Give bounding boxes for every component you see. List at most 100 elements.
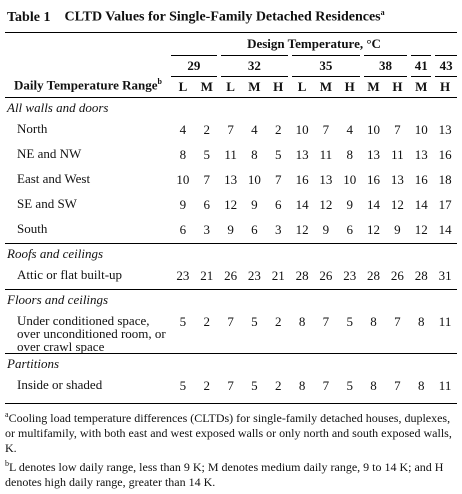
cell-value: 21 bbox=[200, 267, 214, 283]
cell-value: 10 bbox=[176, 171, 190, 187]
cell-value: 6 bbox=[179, 221, 187, 237]
cell-value: 16 bbox=[367, 171, 381, 187]
temp-header: 35 bbox=[288, 55, 362, 77]
section-name: Floors and ceilings bbox=[5, 288, 457, 310]
row-label-note: b bbox=[157, 77, 162, 87]
cell-value: 9 bbox=[322, 221, 330, 237]
cell-value: 11 bbox=[391, 146, 404, 162]
cell-value: 12 bbox=[414, 221, 428, 237]
row-label: NE and NW bbox=[17, 145, 82, 161]
footnote-text: Cooling load temperature differences (CL… bbox=[5, 410, 452, 455]
cell-value: 5 bbox=[251, 313, 258, 329]
section-row: Floors and ceilings bbox=[5, 288, 457, 310]
data-row: NE and NW 8 5 11 8 5 13 11 8 13 11 13 16 bbox=[5, 143, 457, 168]
section-row: All walls and doors bbox=[5, 97, 457, 118]
cell-value: 4 bbox=[179, 121, 187, 137]
cell-value: 16 bbox=[438, 146, 452, 162]
cell-value: 8 bbox=[417, 377, 425, 393]
cell-value: 9 bbox=[251, 196, 258, 212]
cell-value: 31 bbox=[438, 267, 452, 283]
temp-header: 29 bbox=[171, 55, 219, 77]
table-title: Table 1 CLTD Values for Single-Family Det… bbox=[5, 4, 457, 33]
range-header: M bbox=[194, 76, 219, 98]
cell-value: 10 bbox=[343, 171, 357, 187]
row-label: East and West bbox=[17, 170, 91, 186]
row-label-header: Daily Temperature Rangeb bbox=[5, 32, 172, 98]
range-header: H bbox=[385, 76, 410, 98]
cell-value: 12 bbox=[319, 196, 333, 212]
cell-value: 7 bbox=[227, 313, 234, 329]
cell-value: 12 bbox=[367, 221, 381, 237]
cell-value: 6 bbox=[346, 221, 353, 237]
cell-value: 8 bbox=[417, 313, 425, 329]
cell-value: 14 bbox=[295, 196, 309, 212]
cell-value: 28 bbox=[295, 267, 309, 283]
cell-value: 10 bbox=[247, 171, 261, 187]
data-row: South 6 3 9 6 3 12 9 6 12 9 12 14 bbox=[5, 218, 457, 244]
cell-value: 5 bbox=[179, 313, 187, 329]
cell-value: 2 bbox=[274, 377, 282, 393]
cell-value: 6 bbox=[203, 196, 211, 212]
data-row: Under conditioned space, over unconditio… bbox=[5, 310, 457, 354]
cell-value: 14 bbox=[367, 196, 381, 212]
cell-value: 12 bbox=[390, 196, 404, 212]
cell-value: 11 bbox=[224, 146, 237, 162]
cell-value: 5 bbox=[203, 146, 211, 162]
cell-value: 16 bbox=[295, 171, 309, 187]
cell-value: 23 bbox=[343, 267, 357, 283]
range-header: M bbox=[242, 76, 267, 98]
cell-value: 3 bbox=[274, 221, 282, 237]
cell-value: 8 bbox=[298, 313, 306, 329]
cell-value: 23 bbox=[247, 267, 261, 283]
cell-value: 21 bbox=[271, 267, 285, 283]
cell-value: 7 bbox=[274, 171, 282, 187]
section-name: Partitions bbox=[5, 352, 457, 374]
cell-value: 8 bbox=[370, 377, 377, 393]
cell-value: 18 bbox=[438, 171, 452, 187]
cell-value: 13 bbox=[390, 171, 404, 187]
section-row: Partitions bbox=[5, 352, 457, 374]
cell-value: 28 bbox=[414, 267, 428, 283]
cell-value: 12 bbox=[224, 196, 238, 212]
cell-value: 5 bbox=[346, 313, 353, 329]
cell-value: 7 bbox=[322, 121, 330, 137]
cell-value: 5 bbox=[346, 377, 353, 393]
section-row: Roofs and ceilings bbox=[5, 242, 457, 264]
cell-value: 17 bbox=[438, 196, 452, 212]
footnote-mark: a bbox=[5, 409, 9, 419]
range-header: H bbox=[337, 76, 362, 98]
range-header: L bbox=[171, 76, 195, 98]
cell-value: 7 bbox=[394, 121, 401, 137]
cell-value: 7 bbox=[394, 313, 401, 329]
cell-value: 5 bbox=[251, 377, 258, 393]
section-name: All walls and doors bbox=[7, 99, 109, 115]
range-header: M bbox=[409, 76, 434, 98]
cell-value: 2 bbox=[203, 377, 211, 393]
cell-value: 13 bbox=[367, 146, 381, 162]
cell-value: 7 bbox=[394, 377, 401, 393]
data-row: Attic or flat built-up 23 21 26 23 21 28 26 23 28… bbox=[5, 264, 457, 290]
cell-value: 26 bbox=[390, 267, 404, 283]
row-label: Inside or shaded bbox=[17, 376, 103, 392]
cell-value: 9 bbox=[179, 196, 187, 212]
cell-value: 8 bbox=[298, 377, 306, 393]
footnote: bL denotes low daily range, less than 9 … bbox=[5, 456, 457, 490]
cell-value: 7 bbox=[227, 377, 234, 393]
range-header: M bbox=[313, 76, 338, 98]
cell-value: 7 bbox=[322, 313, 330, 329]
temp-header: 38 bbox=[359, 55, 410, 77]
cell-value: 3 bbox=[203, 221, 211, 237]
cell-value: 13 bbox=[319, 171, 333, 187]
cell-value: 11 bbox=[319, 146, 333, 162]
data-row: North 4 2 7 4 2 10 7 4 10 7 10 13 bbox=[5, 118, 457, 143]
footnotes: aCooling load temperature differences (C… bbox=[5, 402, 457, 490]
footnote: aCooling load temperature differences (C… bbox=[5, 407, 457, 456]
range-header: L bbox=[218, 76, 243, 98]
section-name: Roofs and ceilings bbox=[5, 242, 457, 264]
temp-header: 41 bbox=[407, 55, 434, 77]
cell-value: 13 bbox=[438, 121, 452, 137]
cell-value: 2 bbox=[274, 121, 282, 137]
row-label: Under conditioned space, over unconditio… bbox=[17, 312, 166, 354]
row-label: Attic or flat built-up bbox=[17, 266, 123, 282]
